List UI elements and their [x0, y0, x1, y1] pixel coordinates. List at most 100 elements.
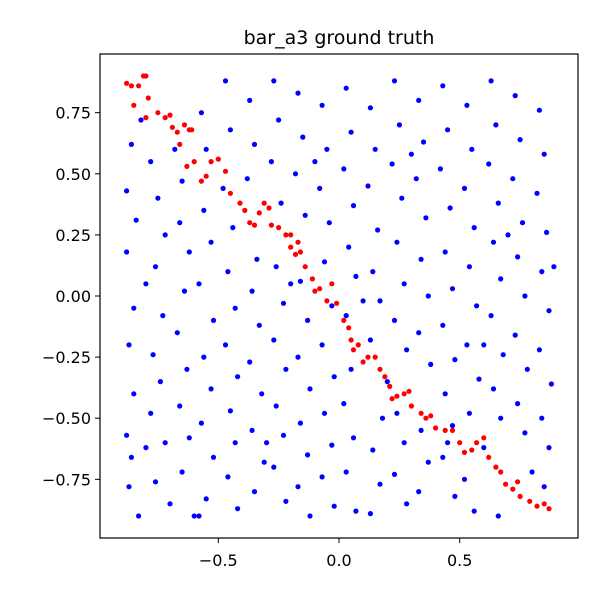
data-point-s0-192: [524, 366, 530, 372]
data-point-s0-40: [201, 354, 207, 360]
data-point-s0-65: [249, 427, 255, 433]
data-point-s1-66: [449, 427, 456, 433]
data-point-s0-100: [321, 410, 328, 416]
data-point-s0-177: [490, 239, 497, 245]
data-point-s0-182: [498, 415, 504, 421]
data-point-s1-64: [433, 425, 439, 431]
data-point-s0-96: [321, 259, 328, 265]
data-point-s0-189: [515, 254, 521, 260]
data-point-s0-186: [517, 137, 523, 143]
data-point-s1-75: [503, 481, 509, 487]
data-point-s0-44: [203, 496, 209, 502]
x-tick-label: 0.0: [326, 551, 351, 570]
data-point-s0-206: [541, 484, 547, 490]
data-point-s0-4: [124, 249, 130, 255]
data-point-s0-172: [471, 508, 477, 514]
data-point-s0-111: [348, 366, 354, 372]
data-point-s1-26: [247, 220, 253, 226]
data-point-s0-109: [353, 273, 359, 279]
data-point-s1-7: [155, 110, 161, 116]
data-point-s1-44: [334, 300, 340, 306]
data-point-s0-165: [471, 225, 477, 231]
data-point-s0-187: [510, 176, 516, 182]
data-point-s0-143: [418, 256, 424, 262]
data-point-s0-102: [319, 474, 325, 480]
data-point-s1-24: [237, 200, 243, 206]
data-point-s0-133: [391, 317, 398, 323]
data-point-s0-22: [167, 501, 173, 507]
data-point-s0-89: [305, 452, 311, 458]
data-point-s0-79: [283, 498, 289, 504]
data-point-s0-219: [445, 440, 451, 446]
data-point-s0-199: [544, 229, 550, 235]
data-point-s0-202: [536, 347, 543, 353]
data-point-s1-57: [394, 393, 400, 399]
data-point-s0-58: [251, 141, 258, 147]
data-point-s0-24: [179, 178, 185, 184]
x-axis: −0.5 0.0 0.5: [199, 538, 472, 570]
data-point-s0-215: [505, 232, 511, 238]
data-point-s0-52: [235, 374, 241, 380]
data-point-s0-139: [416, 97, 422, 103]
data-point-s0-135: [394, 410, 400, 416]
data-point-s0-93: [324, 146, 330, 152]
data-point-s1-12: [177, 141, 183, 147]
data-point-s0-204: [539, 415, 545, 421]
data-point-s0-218: [312, 159, 318, 165]
data-point-s0-69: [276, 117, 282, 123]
data-point-s1-48: [350, 347, 357, 353]
data-point-s0-42: [198, 420, 204, 426]
data-point-s1-72: [486, 454, 492, 460]
data-point-s1-55: [387, 383, 393, 389]
data-point-s1-25: [242, 207, 248, 213]
data-point-s0-208: [143, 281, 149, 287]
data-point-s0-140: [420, 139, 427, 145]
data-point-s0-50: [232, 305, 238, 311]
data-point-s0-196: [536, 107, 543, 113]
data-point-s0-163: [469, 146, 475, 152]
data-point-s0-82: [292, 171, 299, 177]
data-point-s0-146: [428, 361, 434, 367]
data-point-s0-155: [449, 286, 456, 292]
data-point-s0-115: [353, 508, 359, 514]
data-point-s0-14: [162, 232, 168, 238]
data-point-s0-3: [133, 217, 139, 223]
data-point-s0-118: [365, 183, 371, 189]
data-point-s1-29: [261, 200, 267, 206]
data-point-s0-194: [522, 430, 528, 436]
data-point-s1-50: [360, 359, 366, 365]
data-point-s0-59: [244, 176, 250, 182]
data-point-s1-47: [348, 337, 354, 343]
data-point-s0-88: [297, 420, 303, 426]
data-point-s0-120: [370, 269, 376, 275]
data-point-s1-46: [346, 325, 352, 331]
data-point-s0-151: [445, 127, 451, 133]
data-point-s0-29: [184, 366, 190, 372]
data-point-s1-8: [162, 115, 168, 121]
data-point-s0-197: [541, 151, 547, 157]
data-point-s0-184: [495, 513, 501, 519]
data-point-s0-117: [372, 146, 378, 152]
data-point-s0-159: [449, 423, 456, 429]
data-point-s0-213: [408, 151, 414, 157]
data-point-s0-85: [305, 317, 311, 323]
data-point-s1-36: [295, 239, 301, 245]
data-point-s0-158: [442, 391, 448, 397]
data-point-s0-86: [295, 354, 301, 360]
data-point-s0-121: [377, 298, 383, 304]
data-point-s0-9: [128, 454, 134, 460]
data-point-s0-76: [273, 403, 279, 409]
data-point-s1-65: [442, 427, 448, 433]
data-point-s0-15: [152, 264, 159, 270]
data-point-s0-149: [416, 489, 422, 495]
data-point-s0-106: [341, 166, 347, 172]
data-point-s1-68: [461, 449, 468, 455]
data-point-s0-68: [271, 78, 277, 84]
data-point-s0-134: [404, 347, 410, 353]
data-point-s0-72: [273, 264, 279, 270]
data-point-s0-183: [481, 445, 487, 451]
data-point-s0-55: [225, 474, 231, 480]
data-point-s0-132: [401, 281, 407, 287]
data-point-s0-107: [350, 203, 357, 209]
data-point-s0-138: [404, 501, 410, 507]
